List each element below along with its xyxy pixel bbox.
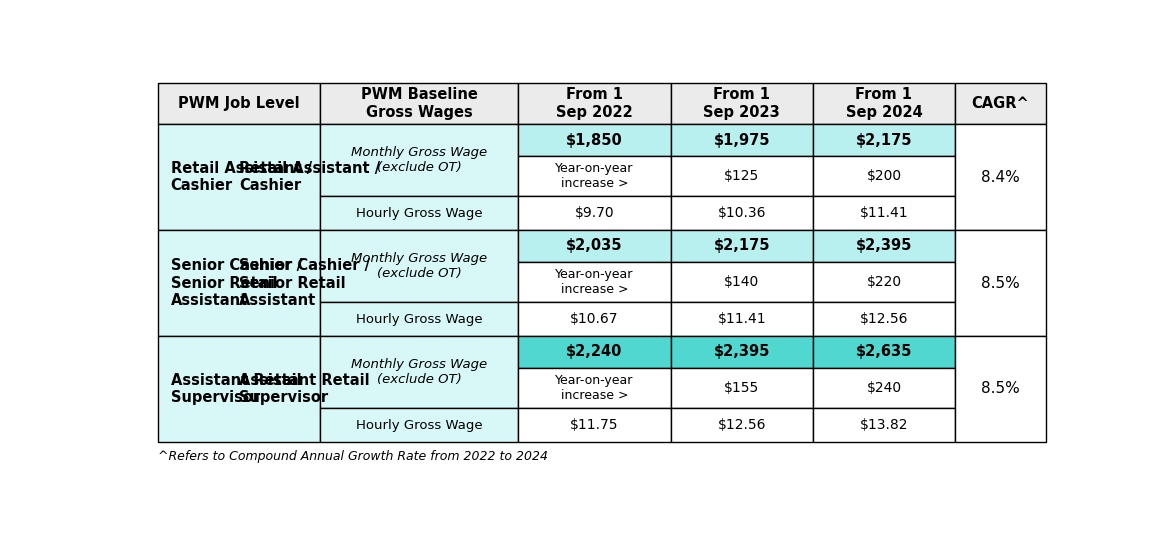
Text: 8.5%: 8.5% [981, 276, 1020, 291]
Bar [812, 230, 954, 262]
Bar [518, 83, 670, 124]
Text: $11.41: $11.41 [717, 312, 767, 326]
Text: $9.70: $9.70 [574, 206, 614, 220]
Bar [518, 262, 670, 302]
Bar [321, 336, 518, 408]
Bar [518, 408, 670, 442]
Text: $2,035: $2,035 [566, 239, 622, 254]
Text: Year-on-year
increase >: Year-on-year increase > [555, 268, 634, 296]
Bar [518, 230, 670, 262]
Text: PWM Baseline
Gross Wages: PWM Baseline Gross Wages [360, 87, 478, 120]
Text: $10.36: $10.36 [717, 206, 765, 220]
Bar [812, 368, 954, 408]
Text: Monthly Gross Wage
(exclude OT): Monthly Gross Wage (exclude OT) [351, 252, 487, 280]
Text: $125: $125 [724, 169, 760, 183]
Text: $2,395: $2,395 [714, 345, 770, 360]
Text: $200: $200 [866, 169, 902, 183]
Bar [670, 83, 812, 124]
Text: From 1
Sep 2022: From 1 Sep 2022 [556, 87, 633, 120]
Bar [670, 230, 812, 262]
Bar [157, 336, 321, 442]
Bar [954, 83, 1046, 124]
Text: From 1
Sep 2023: From 1 Sep 2023 [703, 87, 781, 120]
Bar [812, 196, 954, 230]
Text: Year-on-year
increase >: Year-on-year increase > [555, 162, 634, 190]
Text: $1,975: $1,975 [714, 132, 770, 147]
Text: $220: $220 [866, 275, 902, 289]
Text: $2,175: $2,175 [714, 239, 770, 254]
Bar [670, 302, 812, 336]
Text: Retail Assistant /
Cashier: Retail Assistant / Cashier [239, 161, 380, 193]
Bar [812, 262, 954, 302]
Text: 8.4%: 8.4% [981, 170, 1020, 184]
Text: Assistant Retail
Supervisor: Assistant Retail Supervisor [239, 373, 370, 405]
Bar [321, 124, 518, 196]
Bar [954, 230, 1046, 336]
Bar [518, 196, 670, 230]
Bar [321, 302, 518, 336]
Text: $10.67: $10.67 [571, 312, 619, 326]
Bar [670, 196, 812, 230]
Bar [812, 408, 954, 442]
Bar [812, 336, 954, 368]
Bar [321, 196, 518, 230]
Bar [670, 156, 812, 196]
Bar [812, 83, 954, 124]
Text: $240: $240 [866, 381, 902, 395]
Bar [670, 262, 812, 302]
Bar [157, 124, 321, 230]
Bar [670, 336, 812, 368]
Text: $140: $140 [724, 275, 760, 289]
Bar [518, 156, 670, 196]
Bar [954, 336, 1046, 442]
Bar [518, 336, 670, 368]
Bar [812, 124, 954, 156]
Text: $12.56: $12.56 [717, 418, 765, 432]
Text: $11.41: $11.41 [859, 206, 909, 220]
Bar [670, 124, 812, 156]
Bar [518, 368, 670, 408]
Bar [812, 302, 954, 336]
Bar [157, 230, 321, 336]
Text: $155: $155 [724, 381, 760, 395]
Text: $12.56: $12.56 [859, 312, 909, 326]
Text: $2,175: $2,175 [856, 132, 912, 147]
Text: Senior Cashier /
Senior Retail
Assistant: Senior Cashier / Senior Retail Assistant [170, 258, 302, 308]
Bar [954, 124, 1046, 230]
Text: Assistant Retail
Supervisor: Assistant Retail Supervisor [170, 373, 302, 405]
Bar [321, 230, 518, 302]
Text: $1,850: $1,850 [566, 132, 623, 147]
Text: $11.75: $11.75 [571, 418, 619, 432]
Bar [321, 408, 518, 442]
Bar [157, 83, 321, 124]
Bar [812, 156, 954, 196]
Text: Monthly Gross Wage
(exclude OT): Monthly Gross Wage (exclude OT) [351, 358, 487, 386]
Text: Hourly Gross Wage: Hourly Gross Wage [356, 207, 483, 220]
Text: Monthly Gross Wage
(exclude OT): Monthly Gross Wage (exclude OT) [351, 146, 487, 174]
Text: $13.82: $13.82 [859, 418, 909, 432]
Text: $2,395: $2,395 [856, 239, 912, 254]
Text: Senior Cashier /
Senior Retail
Assistant: Senior Cashier / Senior Retail Assistant [239, 258, 370, 308]
Bar [518, 302, 670, 336]
Text: ^Refers to Compound Annual Growth Rate from 2022 to 2024: ^Refers to Compound Annual Growth Rate f… [157, 450, 547, 463]
Bar [670, 368, 812, 408]
Text: 8.5%: 8.5% [981, 382, 1020, 397]
Text: Year-on-year
increase >: Year-on-year increase > [555, 374, 634, 402]
Text: Hourly Gross Wage: Hourly Gross Wage [356, 312, 483, 325]
Text: CAGR^: CAGR^ [971, 96, 1030, 111]
Text: $2,240: $2,240 [566, 345, 622, 360]
Text: PWM Job Level: PWM Job Level [178, 96, 299, 111]
Text: $2,635: $2,635 [856, 345, 912, 360]
Bar [321, 83, 518, 124]
Bar [670, 408, 812, 442]
Text: From 1
Sep 2024: From 1 Sep 2024 [845, 87, 923, 120]
Text: Retail Assistant /
Cashier: Retail Assistant / Cashier [170, 161, 312, 193]
Bar [518, 124, 670, 156]
Text: Hourly Gross Wage: Hourly Gross Wage [356, 419, 483, 431]
